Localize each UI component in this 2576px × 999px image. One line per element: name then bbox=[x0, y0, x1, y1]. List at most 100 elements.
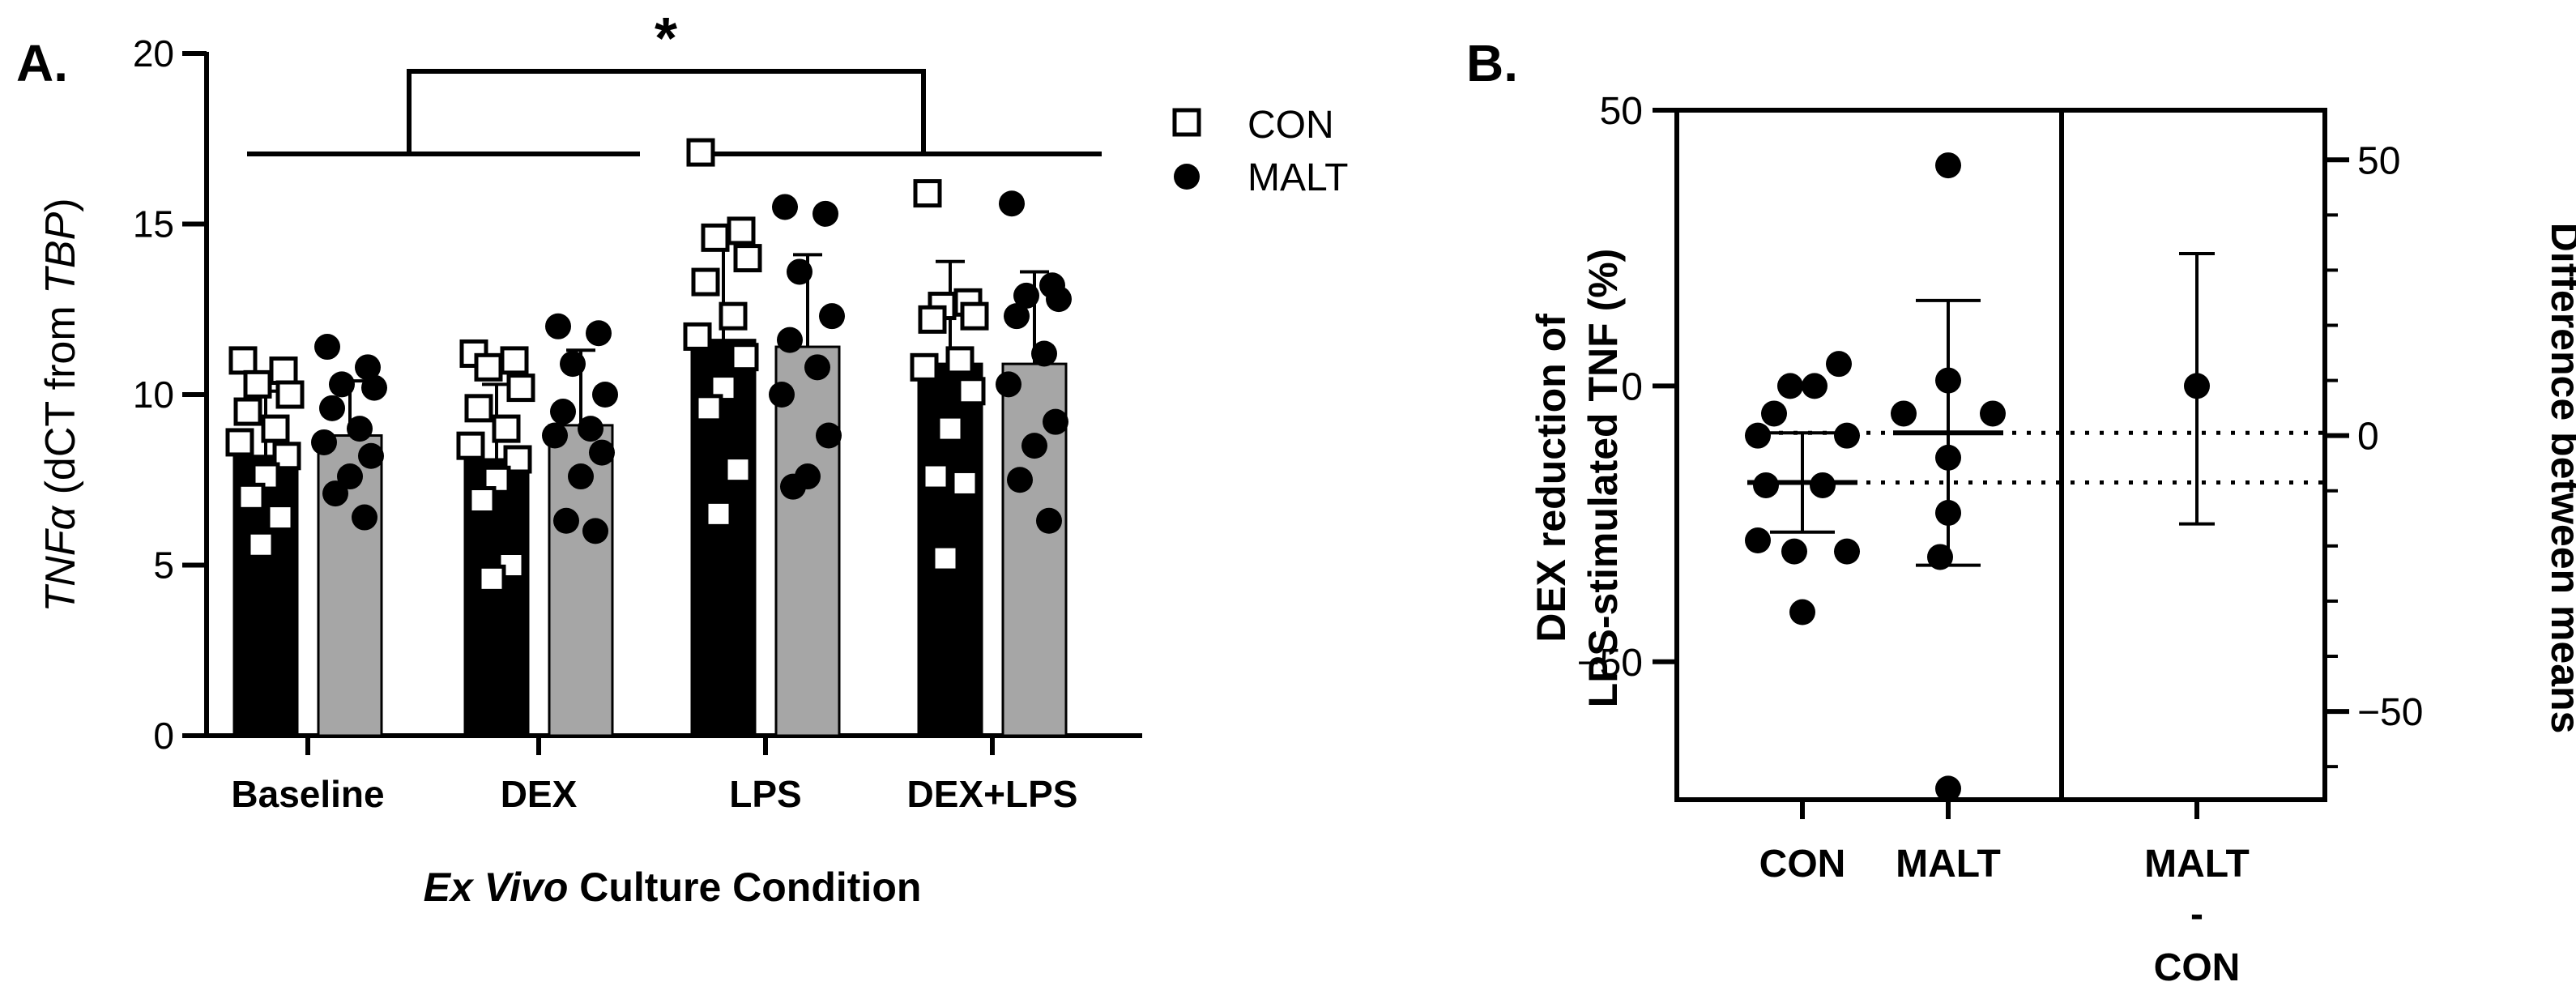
data-point-malt bbox=[1036, 507, 1062, 534]
data-point-con bbox=[1826, 351, 1852, 378]
data-point-con bbox=[1781, 538, 1807, 565]
data-point-malt bbox=[347, 416, 373, 442]
data-point-con bbox=[233, 397, 262, 426]
bar-malt bbox=[774, 345, 841, 737]
data-point-con bbox=[1745, 527, 1771, 554]
legend-swatch-malt bbox=[1174, 164, 1200, 190]
y-title-line-2: LPS-stimulated TNF (%) bbox=[1580, 249, 1626, 708]
panel-b-difference bbox=[2179, 252, 2215, 526]
data-point-malt bbox=[358, 442, 384, 469]
data-point-malt bbox=[329, 371, 355, 398]
data-point-malt bbox=[1021, 433, 1047, 459]
data-point-con bbox=[237, 482, 266, 511]
left-y-tick-label: 50 bbox=[1600, 90, 1643, 133]
data-point-malt bbox=[1031, 340, 1057, 367]
diff-label-line-2: - bbox=[2190, 893, 2203, 936]
y-tick-label: 0 bbox=[153, 715, 174, 757]
y-title-close: ) bbox=[37, 198, 84, 211]
data-point-malt bbox=[314, 334, 340, 361]
data-point-malt bbox=[319, 395, 345, 421]
data-point-con bbox=[701, 223, 730, 252]
data-point-con bbox=[464, 394, 493, 423]
data-point-malt bbox=[1980, 400, 2006, 427]
y-title-text: (dCT from bbox=[37, 294, 84, 506]
data-point-con bbox=[1834, 422, 1860, 449]
data-point-con bbox=[1789, 599, 1815, 625]
data-point-con bbox=[1777, 373, 1803, 399]
panel-a-x-axis: Baseline DEX LPS DEX+LPS bbox=[204, 733, 1142, 815]
data-point-malt bbox=[1013, 282, 1039, 309]
data-point-malt bbox=[311, 429, 337, 455]
data-point-malt bbox=[1046, 286, 1072, 313]
data-point-con bbox=[246, 530, 275, 559]
data-point-malt bbox=[586, 320, 612, 347]
data-point-con bbox=[733, 244, 762, 273]
data-point-con bbox=[683, 322, 712, 351]
x-tick-label: Baseline bbox=[231, 773, 384, 815]
data-point-con bbox=[694, 394, 723, 423]
data-point-con bbox=[275, 380, 305, 409]
data-point-con bbox=[921, 462, 950, 491]
panel-a-x-axis-title: Ex Vivo Culture Condition bbox=[424, 865, 922, 910]
y-title-gene: TNFα bbox=[37, 506, 84, 613]
data-point-con bbox=[482, 465, 511, 494]
data-point-con bbox=[477, 564, 506, 593]
data-point-malt bbox=[545, 313, 571, 339]
y-title-ref: TBP bbox=[37, 211, 84, 293]
data-point-con bbox=[1745, 422, 1771, 449]
data-point-con bbox=[500, 346, 529, 375]
data-point-malt bbox=[996, 371, 1021, 398]
data-point-con bbox=[918, 305, 947, 334]
panel-a-label: A. bbox=[16, 34, 68, 92]
data-point-malt bbox=[568, 463, 594, 490]
x-title-rest: Culture Condition bbox=[568, 865, 921, 910]
data-point-con bbox=[269, 356, 298, 386]
data-point-con bbox=[931, 544, 960, 573]
data-point-con bbox=[1834, 538, 1860, 565]
data-point-con bbox=[723, 455, 753, 485]
data-point-malt bbox=[1043, 408, 1068, 435]
data-point-con bbox=[704, 499, 733, 528]
left-y-tick-label: −50 bbox=[1577, 642, 1643, 685]
data-point-malt bbox=[582, 518, 608, 544]
y-tick-label: 10 bbox=[133, 374, 174, 416]
significance-bracket bbox=[407, 69, 926, 154]
data-point-malt bbox=[322, 480, 348, 507]
y-tick-label: 20 bbox=[133, 32, 174, 75]
x-title-prefix: Ex Vivo bbox=[424, 865, 569, 910]
panel-b-right-axis-title: Difference between means bbox=[2543, 223, 2576, 734]
data-point-con bbox=[506, 374, 535, 403]
data-point-con bbox=[686, 138, 715, 167]
data-point-malt bbox=[578, 416, 603, 442]
data-point-malt bbox=[819, 303, 845, 330]
data-point-malt bbox=[1007, 467, 1033, 493]
y-tick-label: 15 bbox=[133, 203, 174, 245]
data-point-con bbox=[474, 352, 503, 382]
right-y-tick-label: 0 bbox=[2357, 416, 2379, 459]
data-point-malt bbox=[787, 258, 812, 285]
data-point-con bbox=[1802, 373, 1828, 399]
data-point-con bbox=[1761, 400, 1787, 427]
data-point-malt bbox=[816, 422, 842, 449]
y-tick-label: 5 bbox=[153, 544, 174, 587]
data-point-con bbox=[243, 369, 272, 399]
data-point-con bbox=[960, 301, 989, 331]
data-point-malt bbox=[550, 399, 576, 425]
legend-label-malt: MALT bbox=[1247, 156, 1348, 199]
data-point-malt bbox=[1004, 303, 1030, 330]
data-point-malt bbox=[553, 507, 579, 534]
panel-a-significance: * bbox=[247, 6, 1102, 156]
data-point-con bbox=[957, 377, 986, 406]
panel-b-label: B. bbox=[1466, 34, 1518, 92]
panel-b-y-axis-title: DEX reduction of LPS-stimulated TNF (%) bbox=[1529, 249, 1626, 708]
panel-b-points bbox=[1745, 152, 2006, 802]
data-point-malt bbox=[1891, 400, 1917, 427]
data-point-con bbox=[456, 431, 485, 460]
data-point-con bbox=[913, 179, 942, 208]
data-point-con bbox=[492, 414, 521, 443]
x-tick-label: CON bbox=[1759, 843, 1846, 886]
data-point-con bbox=[251, 462, 280, 491]
data-point-malt bbox=[804, 354, 830, 381]
data-point-con bbox=[910, 352, 939, 382]
data-point-malt bbox=[769, 382, 795, 408]
